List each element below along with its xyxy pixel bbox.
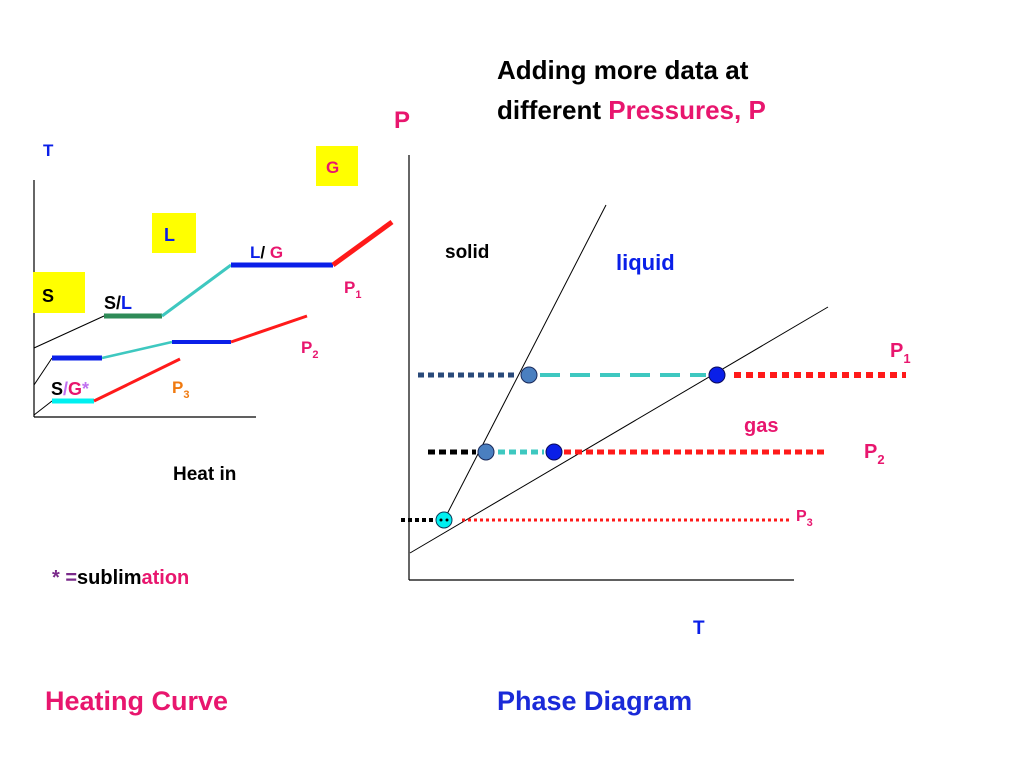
heating-curve-p3-label: P3 — [172, 378, 189, 401]
title-line-1: Adding more data at — [497, 55, 749, 85]
label-solid-liquid: S/L — [104, 293, 132, 313]
p3-solid-heating-segment — [33, 400, 53, 416]
gas-phase-box — [316, 146, 358, 186]
solid-phase-box — [33, 272, 85, 313]
label-solid-liquid-l: L — [121, 293, 132, 313]
heating-curve-t-label: T — [43, 141, 54, 160]
heating-curve: T Heat in S L G S/ — [33, 141, 394, 716]
region-solid-label: solid — [445, 242, 489, 263]
heating-curve-p1-letter: P — [344, 278, 355, 297]
solid-phase-box-label: S — [42, 286, 54, 306]
sublimation-footnote: * =sublimation — [52, 567, 189, 589]
p2-gas-heating-segment — [230, 314, 308, 344]
label-liquid-gas: L/ G — [250, 243, 283, 262]
p1-melting-point-marker — [520, 366, 538, 384]
label-solid-gas: S/G* — [51, 379, 89, 399]
phase-diagram-t-axis-label: T — [693, 618, 705, 639]
p1-gas-heating-segment — [331, 219, 394, 268]
label-solid-gas-s: S — [51, 379, 63, 399]
heating-curve-p1-subscript: 1 — [355, 289, 361, 301]
sublimation-footnote-word-b: ation — [141, 567, 189, 589]
label-solid-gas-star: * — [82, 379, 89, 399]
liquid-phase-box — [152, 213, 196, 253]
title-line-2: different Pressures, P — [497, 95, 766, 125]
label-solid-liquid-s: S/ — [104, 293, 121, 313]
p1-boiling-point-marker — [708, 366, 726, 384]
heating-curve-p3-subscript: 3 — [183, 389, 189, 401]
phase-diagram-p2-label: P2 — [864, 441, 885, 467]
phase-diagram-p1-label: P1 — [890, 340, 911, 366]
p1-solid-heating-segment — [33, 315, 105, 349]
phase-diagram-p-axis-label: P — [394, 107, 410, 134]
p3-gas-heating-segment — [93, 357, 181, 403]
liquid-phase-box-label: L — [164, 225, 175, 245]
phase-diagram-p3-label: P3 — [796, 508, 813, 529]
region-gas-label: gas — [744, 415, 778, 437]
heating-curve-caption: Heating Curve — [45, 686, 228, 716]
solid-gas-liquid-gas-boundary-line — [409, 306, 829, 554]
phase-diagram-p1-letter: P — [890, 340, 903, 362]
phase-diagram-p3-letter: P — [796, 508, 807, 525]
heating-curve-p2-subscript: 2 — [312, 349, 318, 361]
phase-diagram-p2-subscript: 2 — [877, 452, 884, 467]
p3-sublimation-point-marker — [435, 511, 453, 529]
solid-liquid-boundary-line — [443, 204, 607, 521]
heating-curve-p2-letter: P — [301, 338, 312, 357]
phase-diagram-p1-subscript: 1 — [903, 351, 910, 366]
heating-curve-p2-label: P2 — [301, 338, 318, 361]
p3-marker-dot-right — [445, 518, 449, 522]
label-liquid-gas-slash: / — [260, 243, 269, 262]
label-solid-gas-slash: / — [63, 379, 68, 399]
p2-boiling-point-marker — [545, 443, 563, 461]
p2-liquid-heating-segment — [101, 340, 173, 360]
label-liquid-gas-l: L — [250, 243, 260, 262]
sublimation-footnote-word-a: sublim — [77, 567, 141, 589]
p3-marker-dot-left — [439, 518, 443, 522]
heating-curve-p1-label: P1 — [344, 278, 361, 301]
p2-melting-point-marker — [477, 443, 495, 461]
phase-diagram-caption: Phase Diagram — [497, 686, 692, 716]
gas-phase-box-label: G — [326, 158, 339, 177]
heating-curve-p3-letter: P — [172, 378, 183, 397]
p1-liquid-heating-segment — [161, 263, 232, 318]
title-pressures-highlight: Pressures, P — [608, 95, 766, 125]
sublimation-footnote-star: * = — [52, 567, 77, 589]
title-line-2-prefix: different — [497, 95, 608, 125]
heating-curve-heat-in-label: Heat in — [173, 464, 236, 485]
phase-diagram-p3-subscript: 3 — [807, 517, 813, 529]
label-liquid-gas-g: G — [270, 243, 283, 262]
phase-diagram-p2-letter: P — [864, 441, 877, 463]
p2-solid-heating-segment — [33, 357, 53, 386]
region-liquid-label: liquid — [616, 250, 675, 275]
label-solid-gas-g: G — [68, 379, 82, 399]
phase-diagram: P T solid liquid gas — [394, 107, 911, 716]
